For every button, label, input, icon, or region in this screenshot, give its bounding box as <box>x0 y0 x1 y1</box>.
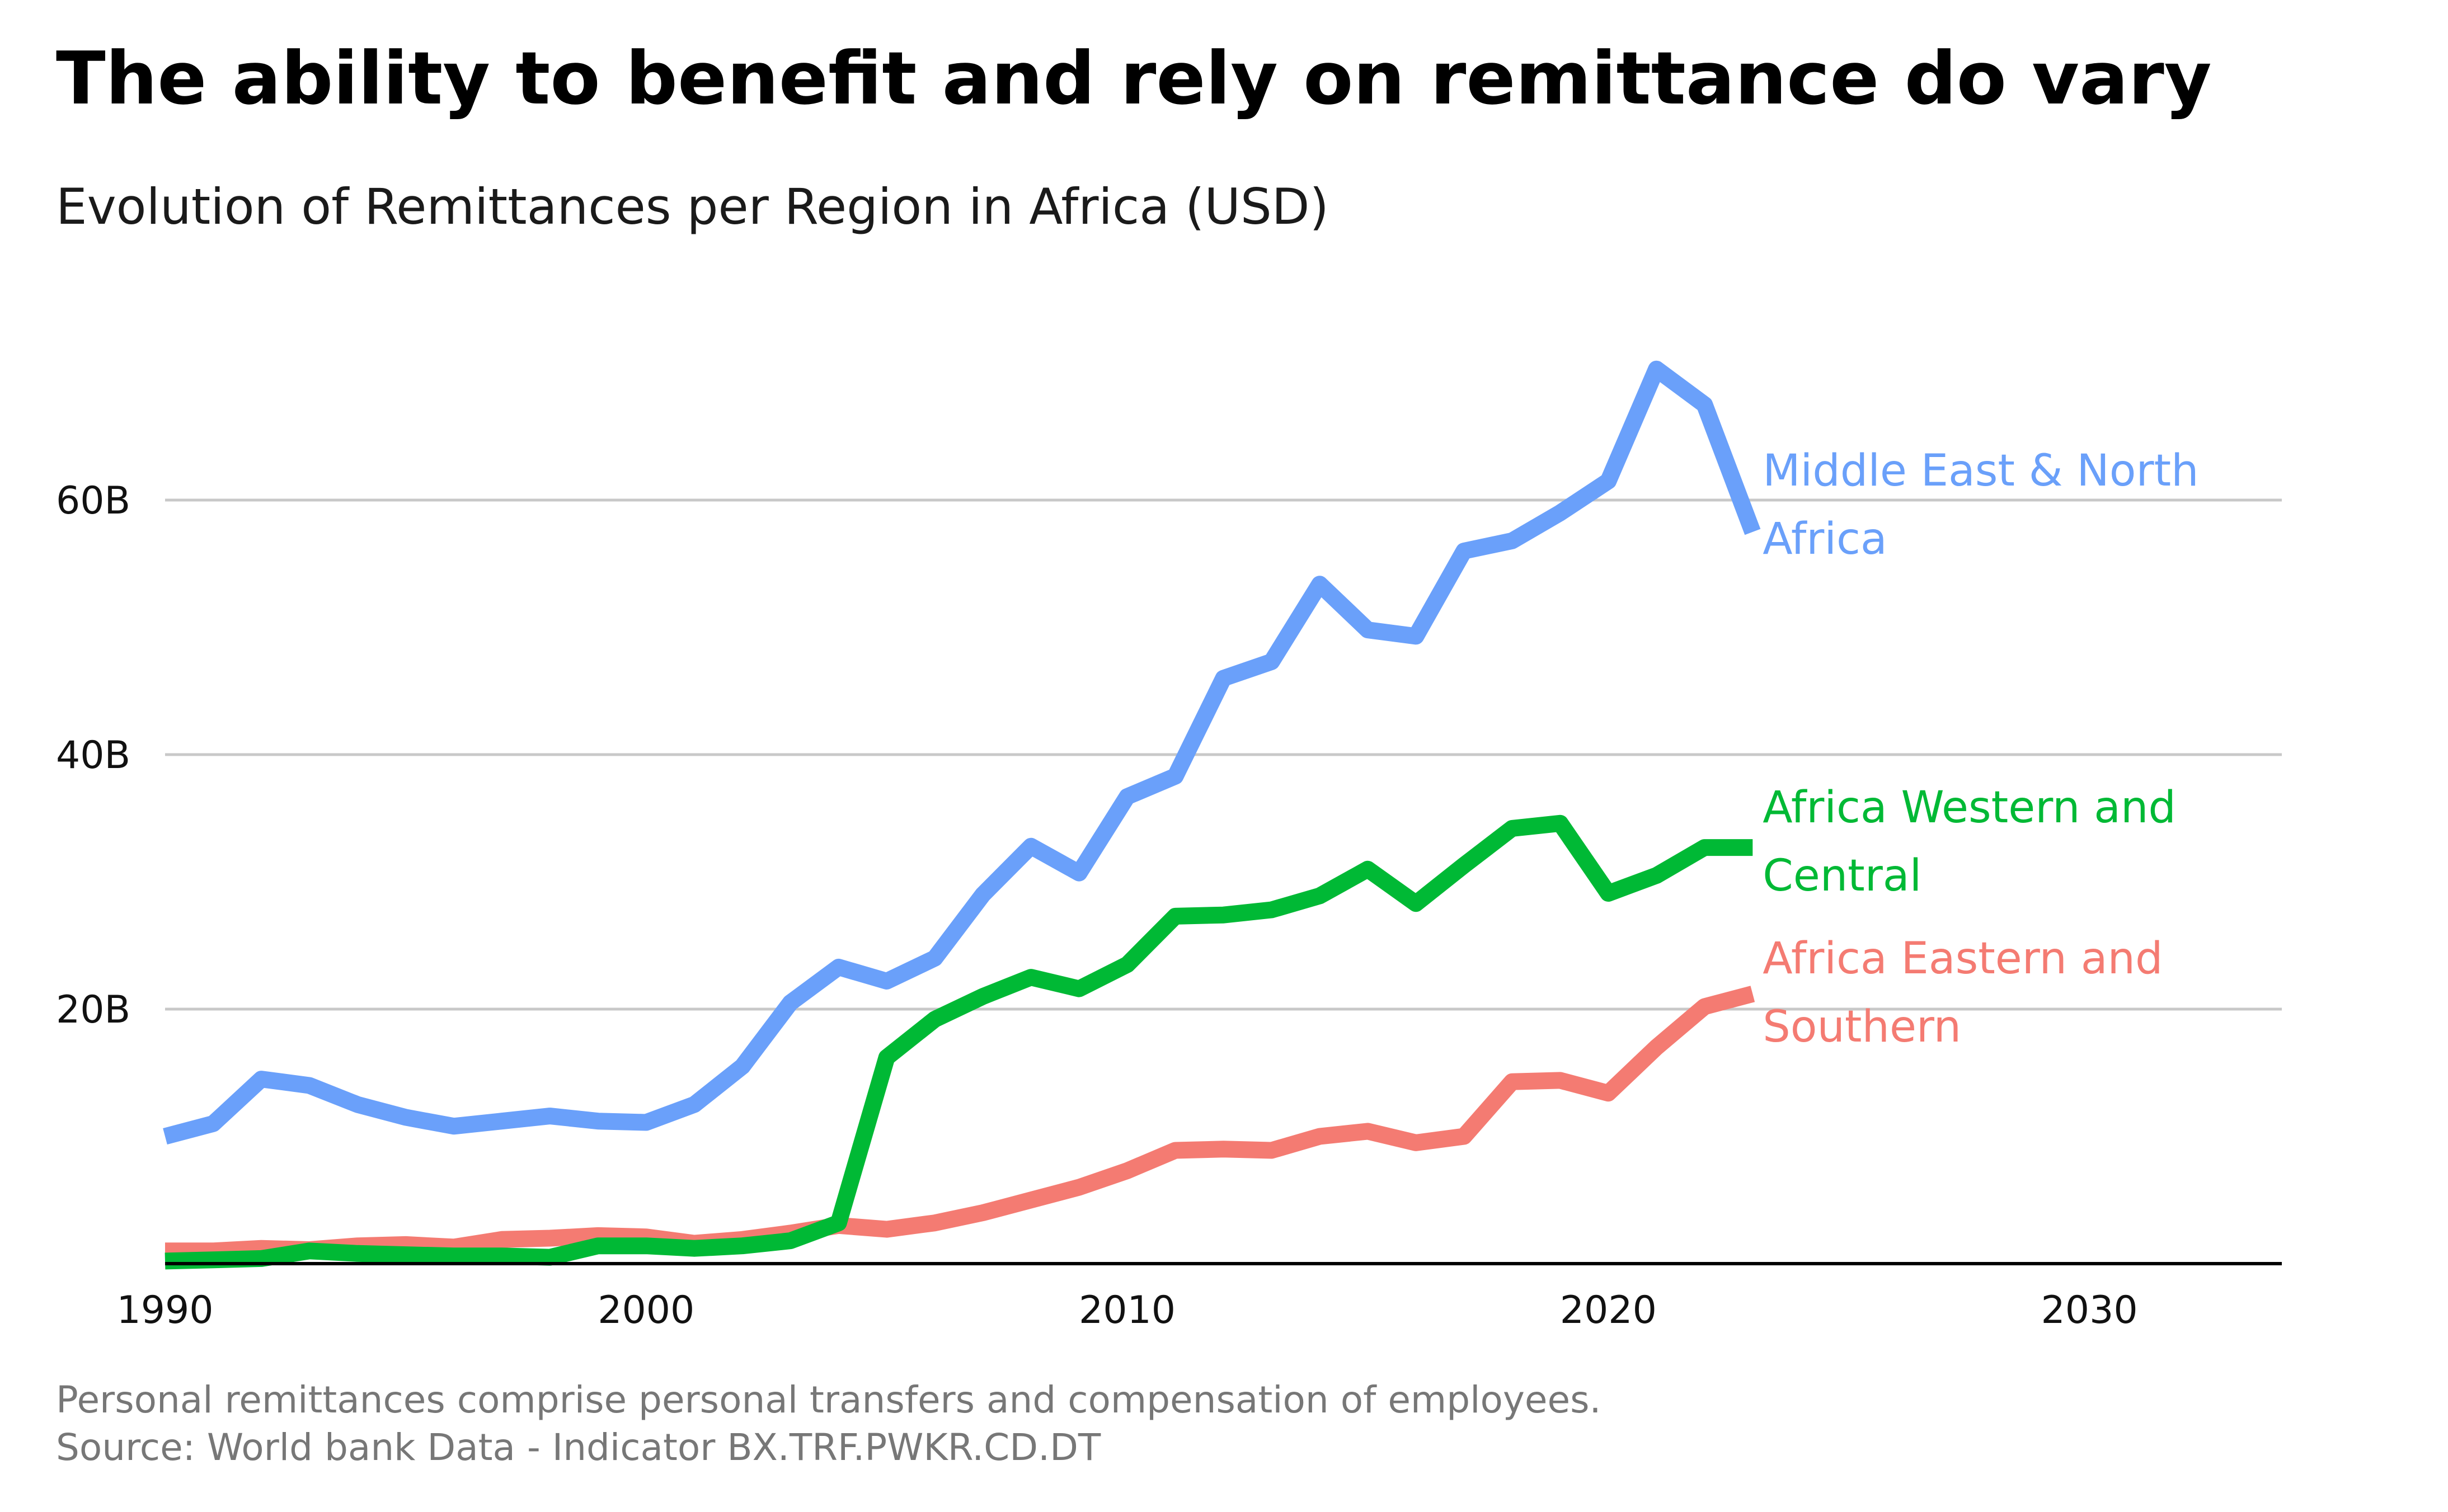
x-tick-label: 2010 <box>1079 1288 1176 1332</box>
series-line-middle-east-north-africa <box>163 360 1761 1145</box>
gridlines <box>165 498 2282 1011</box>
x-tick-label: 1990 <box>116 1288 213 1332</box>
series-label: Africa Western and <box>1763 783 2176 833</box>
chart-title: The ability to benefit and rely on remit… <box>56 36 2212 121</box>
series-label: Central <box>1763 851 1921 901</box>
series-label: Africa Eastern and <box>1763 934 2163 984</box>
series-label: Southern <box>1763 1002 1961 1052</box>
x-tick-label: 2030 <box>2041 1288 2138 1332</box>
series-lines <box>163 360 1761 1270</box>
x-tick-labels: 1990 2000 2010 2020 2030 <box>116 1288 2137 1332</box>
series-label: Middle East & North <box>1763 446 2198 496</box>
y-tick-label: 60B <box>56 479 130 523</box>
series-labels: Middle East & North Africa Africa Western … <box>1763 446 2198 1052</box>
y-tick-label: 40B <box>56 733 130 778</box>
series-line-africa-eastern-and-southern <box>165 986 1755 1260</box>
footnote-definition: Personal remittances comprise personal t… <box>56 1378 1601 1421</box>
x-tick-label: 2020 <box>1560 1288 1657 1332</box>
chart-subtitle: Evolution of Remittances per Region in A… <box>56 178 1329 235</box>
x-tick-label: 2000 <box>598 1288 694 1332</box>
series-line-africa-western-and-central <box>165 814 1753 1270</box>
series-label: Africa <box>1763 514 1887 564</box>
y-tick-labels: 20B 40B 60B <box>56 479 130 1032</box>
footnote-source: Source: World bank Data - Indicator BX.T… <box>56 1426 1101 1469</box>
y-tick-label: 20B <box>56 988 130 1032</box>
